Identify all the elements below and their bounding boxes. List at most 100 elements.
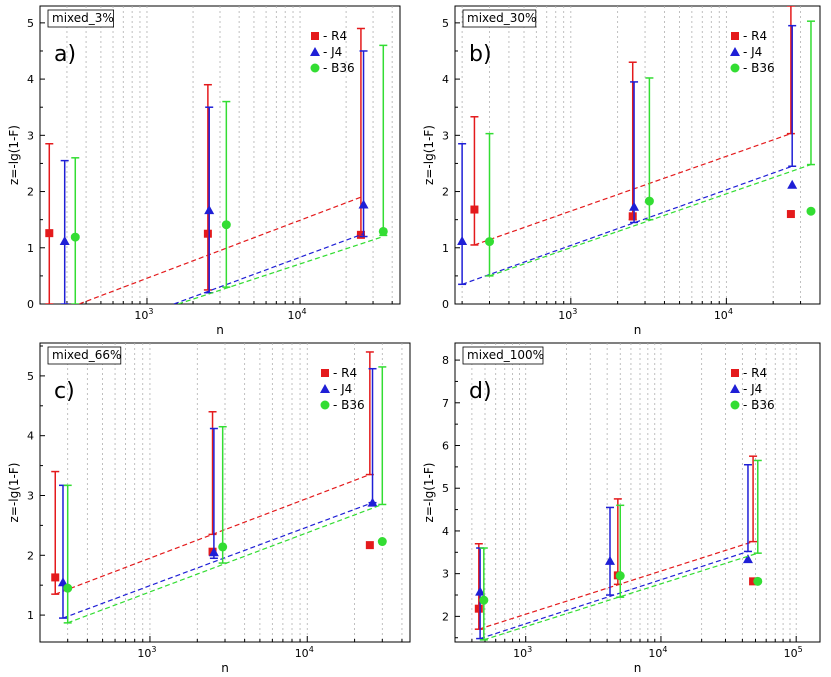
data-point [753,576,763,586]
data-point [470,205,479,214]
legend-marker [310,47,320,56]
series-b36 [70,44,388,304]
series-r4 [474,455,758,630]
data-layer [457,6,816,286]
panel-title-text: mixed_30% [467,11,536,25]
series-r4 [45,27,365,304]
gridlines [471,343,797,642]
legend-label: - J4 [743,45,762,59]
x-axis-title: n [634,323,642,337]
y-tick-label: 1 [27,609,34,622]
data-point [70,232,80,242]
data-point [203,229,212,238]
plot-area [39,5,401,305]
y-tick-label: 5 [442,17,449,30]
series-j4 [457,24,798,286]
legend-marker [321,369,329,377]
data-point [629,201,640,211]
data-point [749,577,758,586]
y-tick-label: 2 [442,610,449,623]
legend-label: - B36 [743,398,775,412]
legend: - R4 - J4 - B36 [730,29,775,75]
y-tick-label: 0 [27,298,34,311]
data-point [479,595,489,605]
legend-marker [731,32,739,40]
data-point [475,586,486,596]
y-tick-label: 4 [442,73,449,86]
data-point [221,220,231,230]
legend-marker [320,400,330,410]
panel-title: mixed_30% [462,9,537,28]
legend-label: - R4 [743,29,767,43]
y-tick-label: 3 [27,489,34,502]
x-tick-label: 103 [558,307,577,322]
y-tick-label: 6 [442,440,449,453]
panel-title-text: mixed_66% [52,348,121,362]
panel-label: c) [54,379,75,404]
data-point [59,236,70,246]
y-tick-label: 7 [442,397,449,410]
panel-title-box [47,346,122,365]
trend-line [461,165,793,285]
legend-label: - J4 [323,45,342,59]
series-j4 [57,367,378,619]
x-tick-label: 105 [784,645,803,660]
legend-label: - B36 [323,61,355,75]
legend-marker [730,47,740,56]
y-axis-title: z=-lg(1-F) [422,125,436,185]
data-point [786,210,795,219]
data-point [367,497,378,507]
legend-label: - R4 [743,366,767,380]
data-point [365,541,374,550]
trend-line [178,235,384,304]
legend: - R4 - J4 - B36 [730,366,775,412]
x-tick-label: 104 [295,645,314,660]
data-point [208,547,219,557]
y-axis-title: z=-lg(1-F) [7,125,21,185]
legend-marker [730,400,740,410]
legend-label: - J4 [743,382,762,396]
data-point [615,571,625,581]
chart-panel-4: 2 3 4 5 6 7 8 103 104 105 n z=-lg(1-F) mixed_100% d) -… [422,342,821,675]
plot-area [39,342,411,643]
y-axis-title: z=-lg(1-F) [7,463,21,523]
data-layer [51,351,387,624]
series-j4 [59,50,369,304]
data-point [45,229,54,238]
x-tick-label: 103 [134,307,153,322]
legend-label: - R4 [323,29,347,43]
series-r4 [51,351,374,595]
trend-line [62,502,373,619]
series-b36 [63,366,387,624]
y-tick-label: 4 [442,525,449,538]
data-point [218,542,228,552]
legend-marker [320,384,330,393]
data-layer [474,455,763,641]
panel-label: b) [469,42,492,67]
y-tick-label: 4 [27,430,34,443]
data-point [377,537,387,547]
series-j4 [475,463,753,640]
x-tick-label: 103 [513,645,532,660]
y-tick-label: 5 [442,482,449,495]
panel-label: d) [469,379,492,404]
series-b36 [479,459,763,641]
legend: - R4 - J4 - B36 [310,29,355,75]
panel-title-text: mixed_100% [467,348,544,362]
data-point [644,196,654,206]
gridlines [461,6,802,304]
x-tick-label: 104 [287,307,306,322]
y-tick-label: 3 [442,129,449,142]
data-point [358,199,369,209]
panel-title-box [462,9,537,28]
data-point [628,212,637,221]
panel-title: mixed_100% [462,346,544,365]
legend-label: - B36 [743,61,775,75]
legend-marker [730,384,740,393]
panel-title: mixed_3% [47,9,114,28]
chart-panel-1: 0 1 2 3 4 5 103 104 n z=-lg(1-F) mixed_3% a) - R4 - J… [7,5,401,337]
x-axis-title: n [216,323,224,337]
x-tick-label: 104 [648,645,667,660]
